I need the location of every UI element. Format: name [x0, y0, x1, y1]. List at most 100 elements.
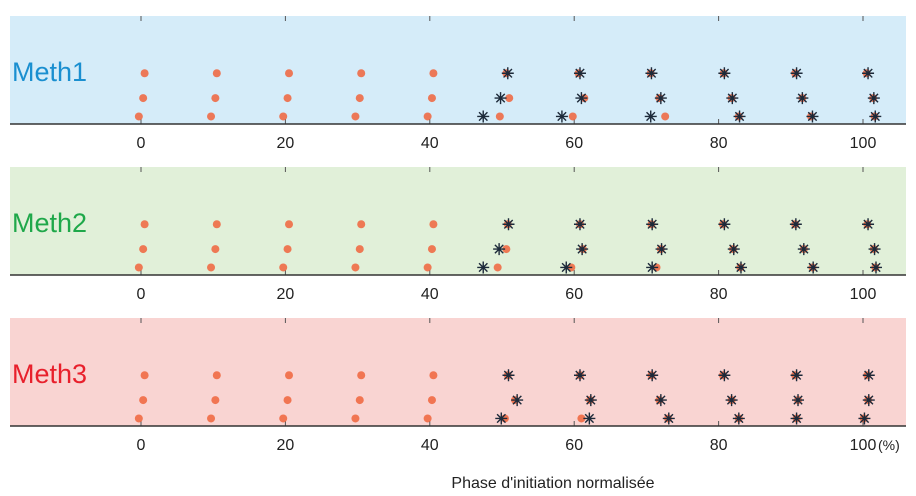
panel-meth2: Meth2 0 20 40 60 80 100 [10, 167, 906, 303]
data-point-star [502, 369, 515, 382]
data-point-dot [429, 220, 438, 229]
x-tick-label: 100 [850, 437, 877, 454]
data-point-dot [355, 396, 364, 405]
data-point-star [583, 412, 596, 425]
data-point-star [869, 110, 882, 123]
data-point-star [790, 369, 803, 382]
data-point-star [790, 67, 803, 80]
x-tick-label: 60 [565, 437, 583, 454]
data-point-star [584, 394, 597, 407]
data-point-dot [212, 220, 221, 229]
data-point-star [644, 110, 657, 123]
panel-label: Meth3 [12, 359, 87, 389]
data-point-star [511, 394, 524, 407]
data-point-star [477, 110, 490, 123]
data-point-dot [568, 112, 577, 121]
data-point-star [573, 67, 586, 80]
panel-background [10, 167, 906, 275]
x-tick-label: 100 [850, 135, 877, 152]
data-point-star [862, 369, 875, 382]
data-point-star [868, 243, 881, 256]
data-point-dot [493, 263, 502, 272]
data-point-dot [139, 94, 148, 103]
x-tick-label: 40 [421, 286, 439, 303]
data-point-star [495, 412, 508, 425]
data-point-dot [134, 112, 143, 121]
data-point-dot [283, 396, 292, 405]
panel-label: Meth2 [12, 208, 87, 238]
data-point-star [862, 67, 875, 80]
x-tick-label: 100 [850, 286, 877, 303]
x-axis-title: Phase d'initiation normalisée [451, 475, 654, 492]
data-point-star [790, 412, 803, 425]
data-point-star [646, 369, 659, 382]
x-tick-label: 0 [137, 135, 146, 152]
data-point-dot [351, 263, 360, 272]
data-point-dot [423, 263, 432, 272]
data-point-star [867, 92, 880, 105]
x-tick-label: 20 [277, 135, 295, 152]
data-point-star [654, 92, 667, 105]
data-point-star [718, 369, 731, 382]
x-tick-label: 40 [421, 437, 439, 454]
data-point-star [734, 261, 747, 274]
data-point-star [807, 261, 820, 274]
data-point-star [733, 110, 746, 123]
panel-meth3: Meth3 0 20 40 60 80 100 [10, 318, 906, 454]
data-point-dot [502, 245, 511, 254]
data-point-dot [211, 94, 220, 103]
data-point-dot [283, 245, 292, 254]
data-point-star [797, 243, 810, 256]
data-point-dot [134, 414, 143, 423]
x-axis-unit: (%) [878, 437, 900, 453]
x-tick-label: 40 [421, 135, 439, 152]
data-point-dot [285, 371, 294, 380]
data-point-dot [212, 371, 221, 380]
panel-background [10, 16, 906, 124]
data-point-dot [351, 414, 360, 423]
data-point-dot [212, 69, 221, 78]
data-point-dot [279, 263, 288, 272]
data-point-dot [207, 263, 216, 272]
data-point-star [725, 394, 738, 407]
data-point-dot [429, 371, 438, 380]
x-tick-label: 0 [137, 437, 146, 454]
data-point-dot [283, 94, 292, 103]
data-point-dot [357, 69, 366, 78]
data-point-star [494, 92, 507, 105]
data-point-star [576, 243, 589, 256]
data-point-star [646, 218, 659, 231]
x-tick-label: 60 [565, 135, 583, 152]
data-point-star [718, 218, 731, 231]
data-point-star [493, 243, 506, 256]
data-point-dot [423, 414, 432, 423]
data-point-dot [355, 245, 364, 254]
data-point-star [789, 218, 802, 231]
data-point-dot [427, 396, 436, 405]
data-point-dot [285, 220, 294, 229]
data-point-star [862, 218, 875, 231]
data-point-dot [140, 69, 149, 78]
data-point-dot [427, 94, 436, 103]
data-point-star [727, 243, 740, 256]
data-point-star [654, 394, 667, 407]
data-point-dot [285, 69, 294, 78]
panel-background [10, 318, 906, 426]
data-point-dot [423, 112, 432, 121]
data-point-star [726, 92, 739, 105]
data-point-dot [505, 94, 514, 103]
x-tick-label: 20 [277, 437, 295, 454]
data-point-star [869, 261, 882, 274]
data-point-dot [134, 263, 143, 272]
data-point-dot [140, 371, 149, 380]
data-point-star [732, 412, 745, 425]
data-point-dot [357, 371, 366, 380]
x-tick-label: 80 [710, 437, 728, 454]
panel-label: Meth1 [12, 57, 87, 87]
x-tick-label: 0 [137, 286, 146, 303]
x-tick-label: 20 [277, 286, 295, 303]
data-point-star [792, 394, 805, 407]
x-tick-label: 80 [710, 135, 728, 152]
data-point-star [796, 92, 809, 105]
